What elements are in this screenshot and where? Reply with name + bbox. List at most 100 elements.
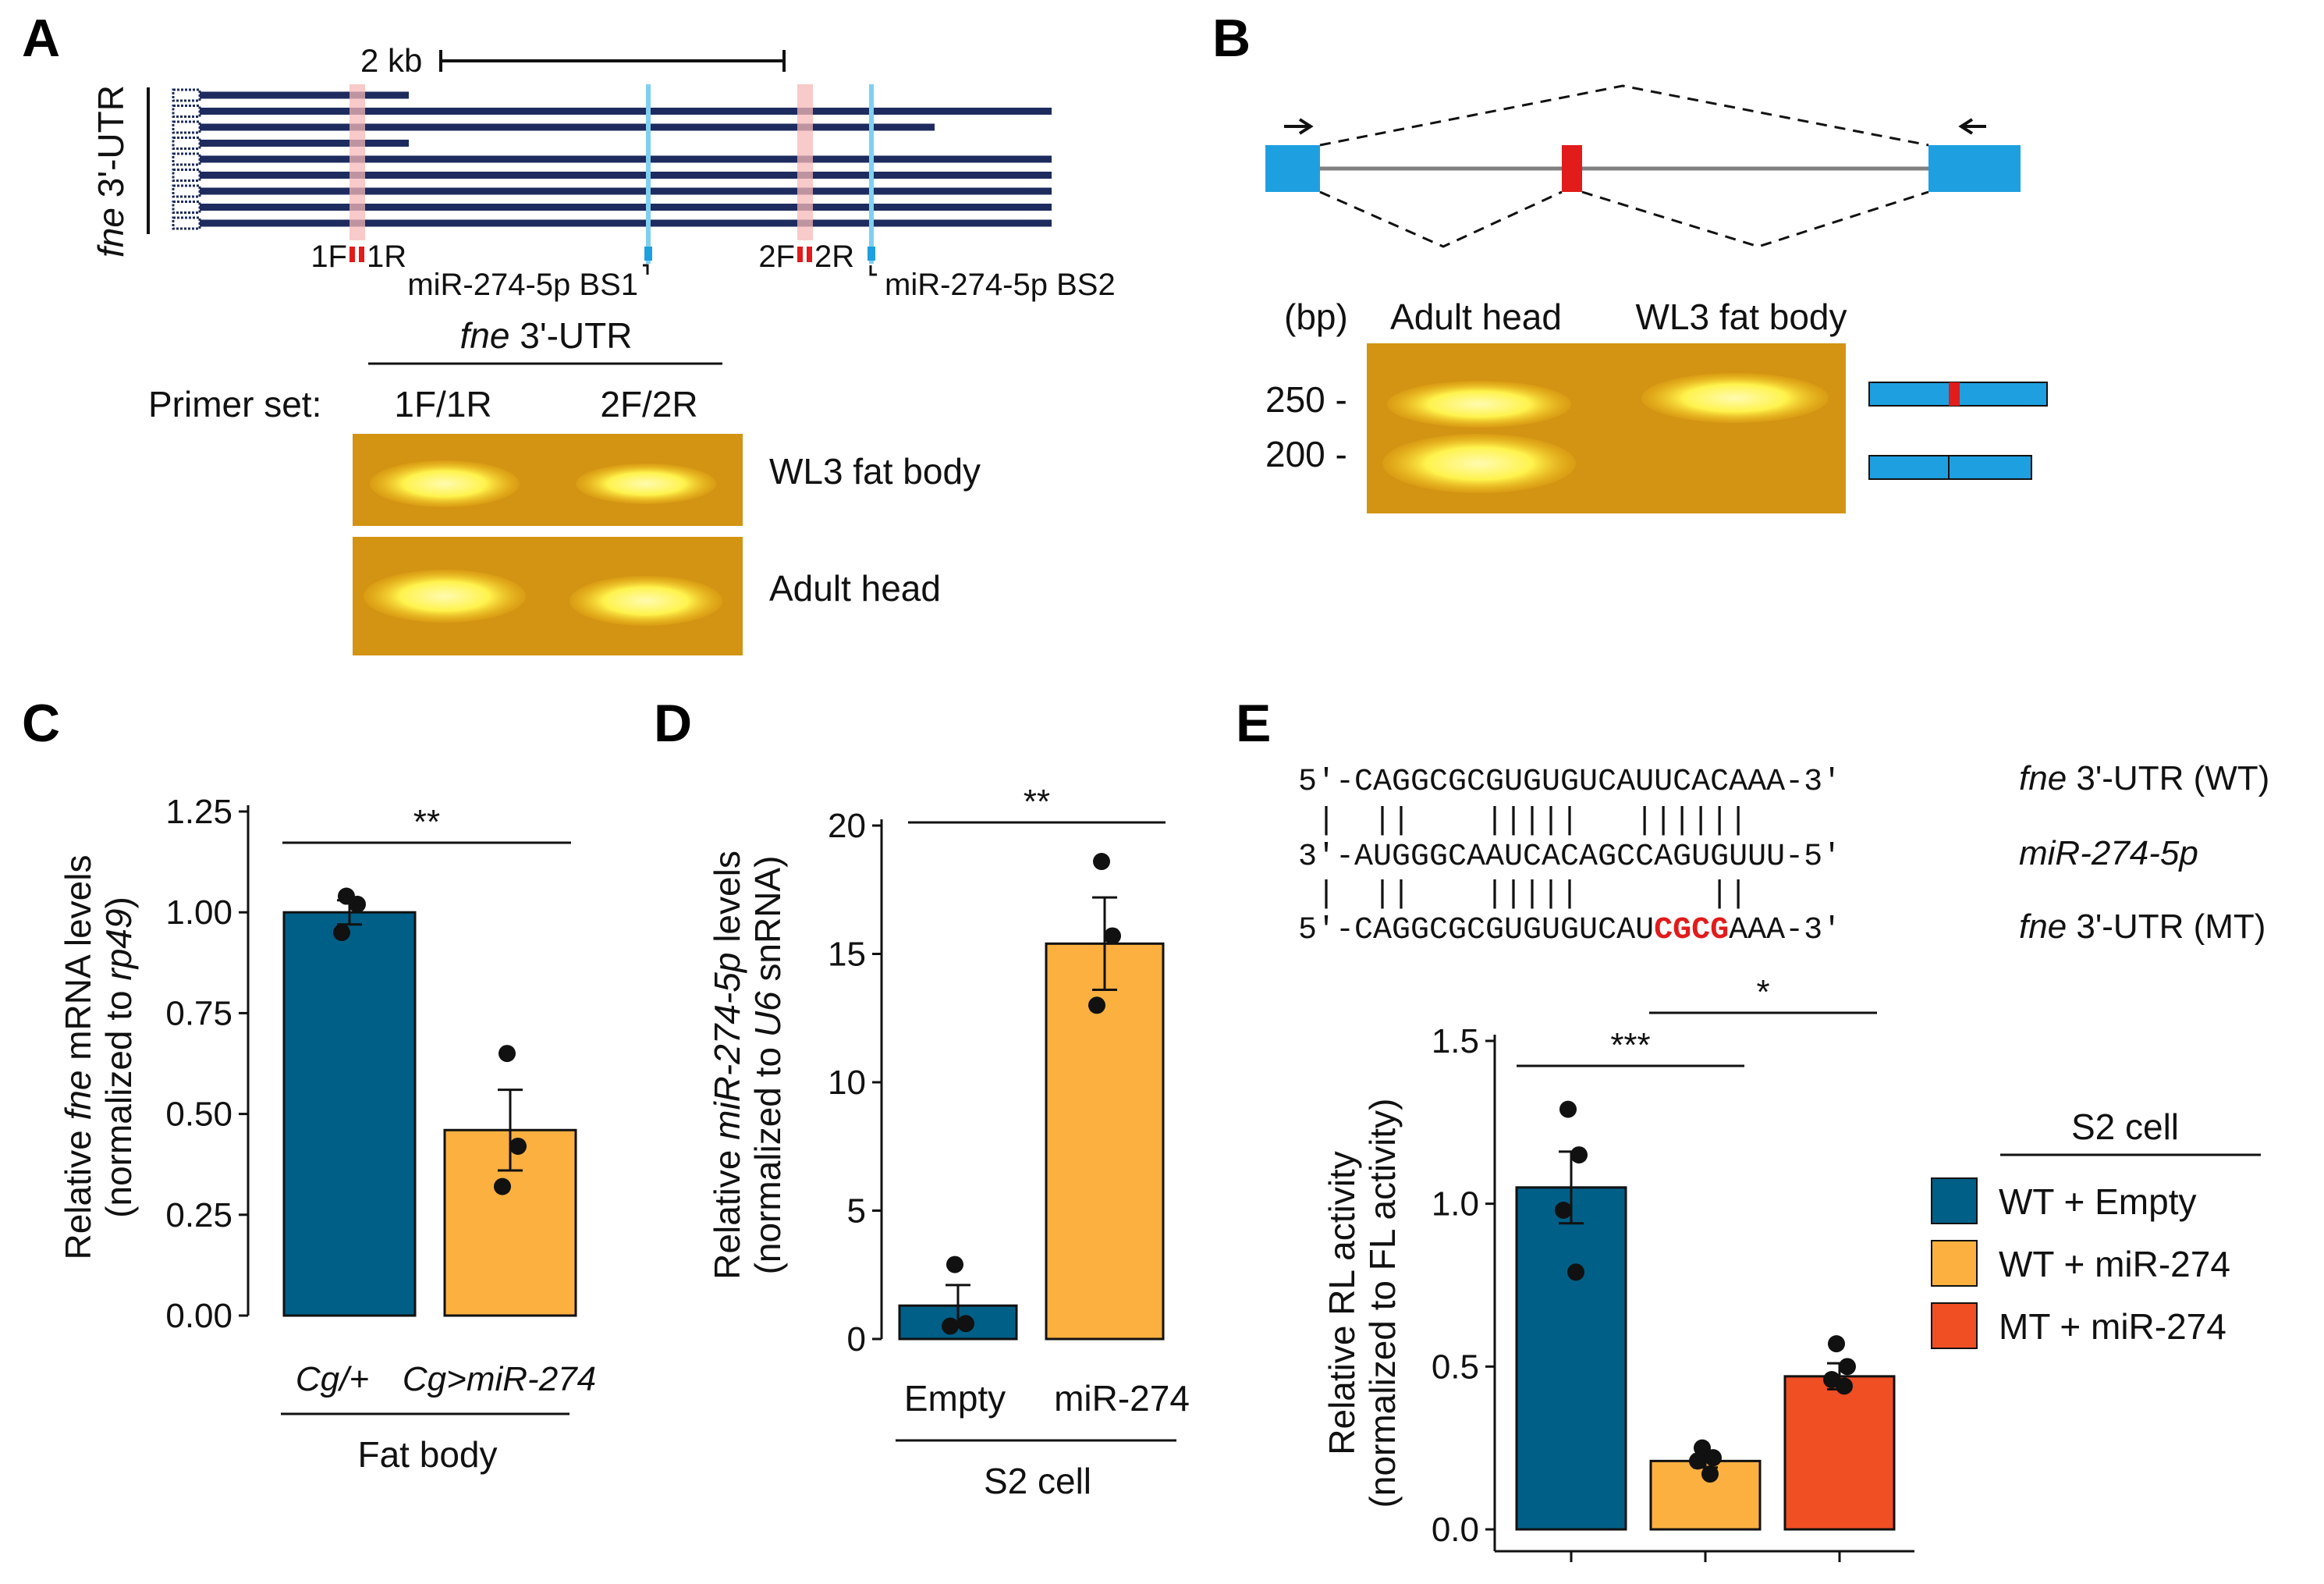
splice-include-right (1581, 190, 1929, 248)
chartC-point-1-0 (499, 1045, 516, 1063)
chartD-point-0-2 (942, 1317, 959, 1335)
chartD-ytick-label-1: 5 (847, 1192, 866, 1231)
chartE-point-1-2 (1689, 1452, 1706, 1470)
chartC-ytick-label-3: 0.75 (165, 994, 232, 1032)
chart-d-ylabel-1: Relative miR-274-5p levels (707, 851, 747, 1280)
chart-d-ylabel-2: (normalized to U6 snRNA) (747, 856, 788, 1275)
forward-primer-arrow (1284, 118, 1314, 135)
panel-a: A 2 kb fne 3'-UTR 1F 1R 2F 2R miR-274-5p (22, 9, 1116, 655)
isoform-utr-start-8 (172, 216, 201, 230)
seq-mt: 5'-CAGGCGCGUGUGUCAUCGCGAAA-3' (1298, 913, 1841, 948)
chartE-sig-label-0: *** (1610, 1026, 1650, 1064)
primer-set-label: Primer set: (148, 384, 321, 424)
chart-d: 0 5 10 15 20 ** (828, 783, 1166, 1358)
primer-1r-label: 1R (367, 240, 406, 274)
legend-title: S2 cell (2071, 1106, 2179, 1147)
isoform-tracks (172, 88, 1052, 230)
isoform-utr-start-2 (172, 120, 201, 134)
chartC-point-1-2 (494, 1177, 511, 1195)
chartD-ytick-label-0: 0 (847, 1320, 866, 1358)
chartD-point-0-1 (957, 1315, 974, 1333)
legend-label-mt-mir: MT + miR-274 (1999, 1306, 2226, 1347)
chartE-point-2-0 (1828, 1335, 1845, 1353)
chartE-point-2-1 (1839, 1358, 1856, 1376)
legend-label-wt-mir: WT + miR-274 (1999, 1244, 2230, 1284)
chartD-sig-label-0: ** (1024, 783, 1050, 821)
chartD-point-1-0 (1093, 853, 1110, 871)
panel-d-label: D (654, 694, 692, 753)
size-marker-200: 200 - (1265, 434, 1347, 474)
panel-e: E 5'-CAGGCGCGUGUGUCAUUCACAAA-3' | || |||… (1236, 694, 2269, 1562)
bs1-label: miR-274-5p BS1 (407, 268, 638, 302)
chartE-bar-2 (1783, 1375, 1896, 1531)
lane-label-2f2r: 2F/2R (600, 384, 697, 424)
legend-swatch-wt-mir (1931, 1240, 1978, 1287)
panel-a-label: A (22, 9, 60, 68)
primer-region-2 (797, 84, 813, 240)
chartC-sig-label-0: ** (413, 803, 440, 841)
seq-mir: 3'-AUGGGCAAUCACAGCCAGUGUUU-5' (1298, 840, 1841, 875)
chart-c-cat-0: Cg/+ (296, 1360, 369, 1398)
panel-c: C Relative fne mRNA levels (normalized t… (22, 694, 596, 1475)
primer-1f-label: 1F (310, 240, 347, 274)
gel-b (1367, 343, 1846, 513)
splice-skip (1319, 84, 1929, 147)
chartE-point-0-0 (1559, 1100, 1577, 1118)
gel-b-lane-head: Adult head (1390, 297, 1562, 337)
bs1-line (646, 84, 651, 264)
chartC-ytick-label-2: 0.50 (165, 1096, 232, 1134)
chartC-point-0-2 (333, 924, 350, 942)
chartE-point-1-3 (1701, 1465, 1719, 1483)
primer-1r-marker (359, 247, 364, 262)
chart-d-group-label: S2 cell (984, 1461, 1091, 1501)
bs2-marker (868, 247, 875, 261)
gel-a-head (353, 537, 743, 655)
product-with-exon (1868, 382, 2048, 407)
primer-2r-marker (807, 247, 812, 262)
isoform-utr-start-1 (172, 105, 201, 118)
legend-swatch-mt-mir (1931, 1302, 1978, 1349)
chartC-point-1-1 (509, 1137, 527, 1155)
chart-c-ylabel-1: Relative fne mRNA levels (58, 855, 98, 1260)
primer-2r-label: 2R (814, 240, 854, 274)
exon-left (1265, 145, 1320, 192)
chart-c-group-label: Fat body (358, 1434, 498, 1475)
chart-d-cat-1: miR-274 (1054, 1378, 1190, 1419)
primer-region-1 (349, 84, 365, 240)
scale-bar (439, 50, 786, 72)
chartD-ytick-label-3: 15 (828, 936, 866, 974)
chartD-bar-1 (1045, 942, 1165, 1341)
gel-b-lane-fat: WL3 fat body (1635, 297, 1847, 337)
pairing-top: | || ||||| |||||| (1298, 804, 1747, 839)
chart-d-cat-0: Empty (904, 1378, 1006, 1419)
chartE-point-1-0 (1694, 1439, 1711, 1457)
chartC-ytick-label-1: 0.25 (165, 1196, 232, 1234)
size-marker-250: 250 - (1265, 379, 1347, 420)
lane-label-1f1r: 1F/1R (394, 384, 491, 424)
bs1-hook (643, 264, 649, 275)
chart-e-ylabel-1: Relative RL activity (1322, 1151, 1362, 1454)
bp-label: (bp) (1284, 297, 1348, 337)
chartE-point-0-2 (1555, 1202, 1572, 1220)
isoform-utr-start-5 (172, 169, 201, 182)
isoform-utr-start-3 (172, 137, 201, 150)
primer-2f-label: 2F (758, 240, 795, 274)
bs2-label: miR-274-5p BS2 (885, 268, 1116, 302)
seq-wt: 5'-CAGGCGCGUGUGUCAUUCACAAA-3' (1298, 765, 1841, 800)
legend-label-wt-empty: WT + Empty (1999, 1181, 2196, 1222)
chartC-bar-0 (282, 911, 417, 1317)
isoform-utr-start-6 (172, 184, 201, 198)
isoform-utr-start-4 (172, 152, 201, 166)
legend-swatch-wt-empty (1931, 1177, 1978, 1224)
chartE-ytick-label-0: 0.0 (1432, 1511, 1479, 1549)
chartD-ytick-label-4: 20 (828, 807, 866, 845)
isoform-utr-start-0 (172, 88, 201, 102)
panel-b: B (bp) Adult head WL3 fat body 250 - 200… (1212, 9, 2048, 513)
tissue-label-head: Adult head (769, 568, 941, 609)
chart-e-legend: S2 cell WT + Empty WT + miR-274 MT + miR… (1931, 1106, 2261, 1349)
chart-c-ylabel-2: (normalized to rp49) (98, 897, 139, 1218)
chartE-bar-0 (1515, 1186, 1627, 1531)
primer-2f-marker (797, 247, 803, 262)
pairing-bottom: | || ||||| || (1298, 877, 1747, 912)
